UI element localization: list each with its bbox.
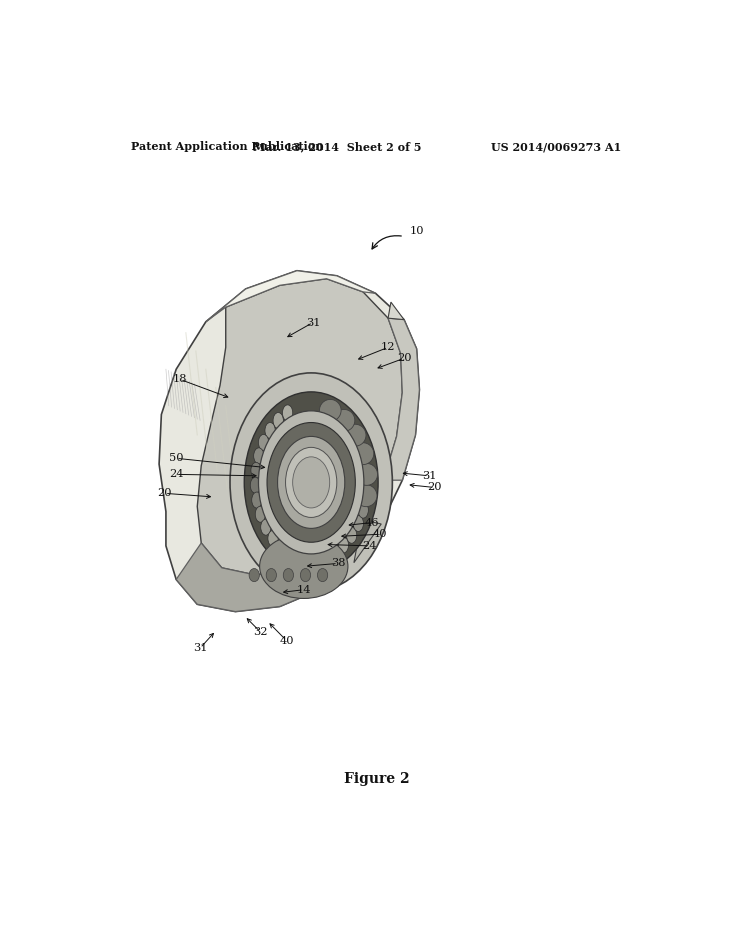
Ellipse shape: [254, 447, 264, 464]
Ellipse shape: [267, 423, 355, 542]
Ellipse shape: [244, 392, 378, 573]
Ellipse shape: [259, 434, 269, 450]
Polygon shape: [206, 271, 376, 321]
Polygon shape: [176, 520, 362, 611]
Polygon shape: [388, 302, 404, 319]
Polygon shape: [197, 279, 402, 575]
Ellipse shape: [352, 443, 374, 465]
Ellipse shape: [265, 423, 275, 439]
Ellipse shape: [320, 399, 341, 421]
Text: 40: 40: [279, 636, 294, 646]
Text: Figure 2: Figure 2: [344, 773, 409, 787]
Ellipse shape: [259, 410, 364, 554]
Text: 10: 10: [409, 226, 424, 235]
Ellipse shape: [259, 535, 348, 598]
Text: 31: 31: [193, 643, 207, 653]
Ellipse shape: [261, 520, 271, 536]
Ellipse shape: [251, 463, 261, 479]
Ellipse shape: [355, 484, 377, 506]
Ellipse shape: [338, 537, 348, 553]
Ellipse shape: [255, 506, 265, 522]
Ellipse shape: [266, 569, 276, 582]
Ellipse shape: [318, 569, 328, 582]
Ellipse shape: [308, 551, 318, 567]
Polygon shape: [354, 520, 381, 563]
Text: US 2014/0069273 A1: US 2014/0069273 A1: [492, 141, 622, 153]
Ellipse shape: [268, 530, 278, 546]
Polygon shape: [384, 319, 420, 481]
Ellipse shape: [356, 464, 378, 485]
Ellipse shape: [230, 373, 392, 592]
Text: 38: 38: [331, 558, 345, 569]
Text: 20: 20: [157, 488, 172, 499]
Ellipse shape: [276, 539, 287, 556]
Ellipse shape: [318, 549, 329, 565]
Ellipse shape: [249, 569, 259, 582]
Ellipse shape: [287, 546, 296, 562]
Ellipse shape: [301, 569, 311, 582]
Ellipse shape: [273, 412, 284, 428]
Ellipse shape: [358, 502, 368, 519]
Text: 31: 31: [422, 471, 437, 481]
Text: 31: 31: [306, 318, 320, 327]
Text: 18: 18: [173, 374, 187, 385]
Text: 12: 12: [381, 342, 395, 353]
Polygon shape: [159, 271, 420, 611]
Text: Patent Application Publication: Patent Application Publication: [131, 141, 323, 153]
Text: 20: 20: [428, 483, 442, 493]
Ellipse shape: [329, 544, 339, 560]
Ellipse shape: [278, 436, 345, 528]
Text: 14: 14: [296, 585, 311, 594]
Text: 50: 50: [169, 453, 184, 464]
Ellipse shape: [251, 492, 262, 508]
Ellipse shape: [282, 405, 293, 421]
Ellipse shape: [283, 569, 293, 582]
Ellipse shape: [333, 410, 355, 431]
Text: 32: 32: [254, 627, 268, 637]
Text: 24: 24: [169, 469, 184, 480]
Ellipse shape: [297, 550, 307, 566]
Ellipse shape: [346, 527, 356, 543]
Text: 20: 20: [397, 354, 412, 363]
Ellipse shape: [361, 487, 371, 503]
Ellipse shape: [251, 477, 260, 493]
Ellipse shape: [293, 457, 330, 508]
Text: 46: 46: [365, 518, 379, 527]
Ellipse shape: [344, 425, 366, 447]
Ellipse shape: [354, 516, 363, 532]
Text: Mar. 13, 2014  Sheet 2 of 5: Mar. 13, 2014 Sheet 2 of 5: [253, 141, 421, 153]
Text: 24: 24: [362, 541, 377, 551]
Text: 40: 40: [373, 529, 387, 539]
Ellipse shape: [285, 447, 337, 518]
